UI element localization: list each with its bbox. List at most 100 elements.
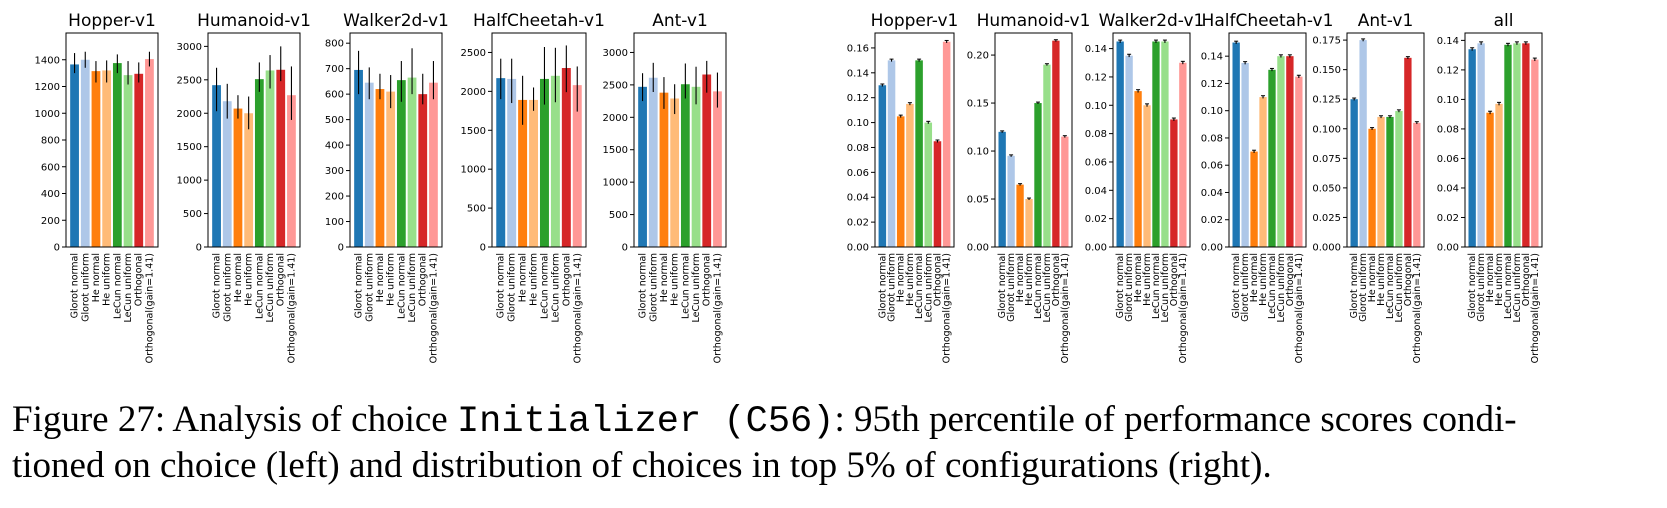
bar xyxy=(1395,111,1403,248)
bar xyxy=(1468,49,1476,247)
bar xyxy=(429,82,438,247)
y-tick-label: 2000 xyxy=(461,87,486,98)
x-tick-label: Orthogonal xyxy=(932,253,943,306)
y-tick-label: 300 xyxy=(325,166,344,177)
y-tick-label: 0 xyxy=(338,243,344,254)
y-tick-label: 2000 xyxy=(603,113,628,124)
y-tick-label: 0.12 xyxy=(1437,65,1459,76)
bar xyxy=(354,69,363,247)
bar xyxy=(1241,62,1249,248)
x-tick-label: He normal xyxy=(375,253,386,302)
bar xyxy=(70,64,79,248)
x-tick-label: Orthogonal(gain=1.41) xyxy=(572,253,583,363)
bar xyxy=(1043,64,1051,248)
y-tick-label: 0 xyxy=(622,243,628,254)
y-tick-label: 0.050 xyxy=(1312,183,1341,194)
bar xyxy=(265,70,275,247)
y-tick-label: 0 xyxy=(196,243,202,254)
bar xyxy=(1161,41,1169,247)
chart-title: Walker2d-v1 xyxy=(1099,11,1205,31)
bar xyxy=(998,131,1006,247)
y-tick-label: 0.150 xyxy=(1312,65,1341,76)
plot-frame xyxy=(1346,32,1425,248)
y-tick-label: 0.025 xyxy=(1312,213,1341,224)
bar xyxy=(648,77,658,247)
x-tick-label: Orthogonal(gain=1.41) xyxy=(428,253,439,363)
bar xyxy=(1350,99,1358,247)
x-tick-label: He normal xyxy=(518,253,529,302)
bar xyxy=(713,91,722,247)
y-tick-label: 0.00 xyxy=(967,243,989,254)
y-tick-label: 0 xyxy=(54,243,60,254)
bar xyxy=(1531,59,1539,247)
y-tick-label: 0.08 xyxy=(1437,124,1459,135)
x-tick-label: Orthogonal xyxy=(418,253,429,306)
y-tick-label: 0.14 xyxy=(1085,44,1107,55)
x-tick-label: Glorot uniform xyxy=(80,253,91,322)
y-tick-label: 0.12 xyxy=(1201,79,1223,90)
x-tick-label: Glorot normal xyxy=(997,253,1008,318)
bar xyxy=(1377,116,1385,247)
bar xyxy=(1152,41,1160,247)
y-tick-label: 600 xyxy=(41,162,60,173)
bar xyxy=(896,116,905,247)
y-tick-label: 0.12 xyxy=(847,93,869,104)
y-tick-label: 0.06 xyxy=(1085,157,1107,168)
caption-line-2: tioned on choice (left) and distribution… xyxy=(12,445,1272,486)
chart-title: HalfCheetah-v1 xyxy=(473,11,605,31)
y-tick-label: 0.000 xyxy=(1312,243,1341,254)
bar xyxy=(1268,69,1276,247)
plot-frame xyxy=(65,32,159,248)
y-tick-label: 2500 xyxy=(177,75,202,86)
bar xyxy=(915,60,923,247)
x-tick-label: Glorot uniform xyxy=(507,253,518,322)
y-tick-label: 0.05 xyxy=(967,195,989,206)
y-tick-label: 0.00 xyxy=(1437,243,1459,254)
bar xyxy=(638,86,647,247)
x-tick-label: Orthogonal(gain=1.41) xyxy=(144,253,155,363)
chart-title: Humanoid-v1 xyxy=(977,11,1091,31)
y-tick-label: 0.14 xyxy=(1201,52,1223,63)
x-tick-label: Glorot normal xyxy=(638,253,649,318)
x-tick-label: LeCun normal xyxy=(1503,253,1514,319)
x-tick-label: Orthogonal(gain=1.41) xyxy=(942,253,953,363)
y-tick-label: 0.02 xyxy=(1437,213,1459,224)
x-tick-label: Orthogonal(gain=1.41) xyxy=(1530,253,1541,363)
bar xyxy=(1386,116,1394,247)
x-tick-label: LeCun normal xyxy=(396,253,407,319)
x-tick-label: LeCun uniform xyxy=(1160,253,1171,323)
y-tick-label: 800 xyxy=(41,136,60,147)
bar xyxy=(539,78,549,248)
x-tick-label: He normal xyxy=(1249,253,1260,302)
x-tick-label: He uniform xyxy=(670,253,681,306)
x-tick-label: He normal xyxy=(1133,253,1144,302)
bar xyxy=(1116,41,1124,247)
bar xyxy=(1232,42,1240,248)
bar xyxy=(145,59,154,247)
bar xyxy=(1179,62,1187,247)
x-tick-label: Glorot normal xyxy=(70,253,81,318)
y-tick-label: 200 xyxy=(41,216,60,227)
x-tick-label: Glorot uniform xyxy=(887,253,898,322)
y-tick-label: 0.08 xyxy=(1085,129,1107,140)
y-tick-label: 0.16 xyxy=(847,43,869,54)
bar xyxy=(254,79,264,247)
y-tick-label: 0.10 xyxy=(1085,101,1107,112)
y-tick-label: 2500 xyxy=(603,80,628,91)
x-tick-label: LeCun uniform xyxy=(1276,253,1287,323)
x-tick-label: Glorot normal xyxy=(1231,253,1242,318)
bar xyxy=(1007,155,1015,247)
y-tick-label: 0.02 xyxy=(1201,215,1223,226)
x-tick-label: He normal xyxy=(659,253,670,302)
x-tick-label: Orthogonal(gain=1.41) xyxy=(1412,253,1423,363)
bar xyxy=(1477,43,1485,247)
x-tick-label: LeCun uniform xyxy=(691,253,702,323)
x-tick-label: Glorot uniform xyxy=(1124,253,1135,322)
x-tick-label: Orthogonal xyxy=(702,253,713,306)
chart-title: Hopper-v1 xyxy=(871,11,959,31)
y-tick-label: 1500 xyxy=(461,126,486,137)
bar xyxy=(1143,105,1151,248)
y-tick-label: 0.20 xyxy=(967,51,989,62)
bar xyxy=(924,122,933,247)
bar xyxy=(1504,44,1512,247)
